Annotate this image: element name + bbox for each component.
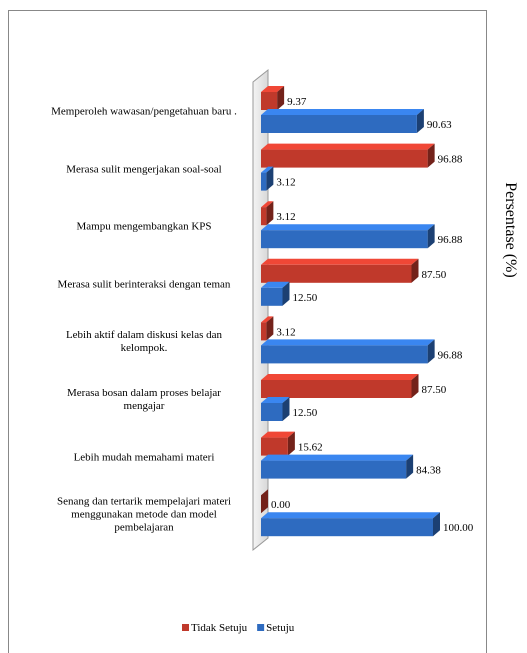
value-label: 100.00: [443, 522, 474, 534]
value-label: 3.12: [276, 326, 295, 338]
chart-border: [8, 10, 487, 653]
bar-top: [261, 374, 419, 380]
bar-top: [261, 431, 295, 438]
bar-top: [261, 143, 435, 150]
value-label: 84.38: [416, 465, 441, 477]
bar: [261, 460, 407, 479]
bar-top: [261, 316, 274, 323]
value-label: 0.00: [271, 499, 291, 511]
bar: [261, 149, 428, 168]
bar-top: [261, 201, 274, 208]
legend-label: Setuju: [266, 622, 295, 634]
bar-top: [261, 166, 274, 173]
bar: [261, 345, 428, 364]
bar-end: [282, 397, 290, 421]
bar: [261, 437, 288, 456]
value-label: 12.50: [293, 407, 318, 419]
value-label: 15.62: [298, 442, 323, 454]
bar-end: [427, 143, 435, 168]
bar-end: [266, 201, 274, 226]
bar-top: [261, 86, 285, 92]
bar: [261, 172, 267, 191]
bar-top: [261, 281, 290, 288]
bar-end: [427, 224, 435, 249]
bar-end: [416, 109, 424, 133]
bar: [261, 92, 278, 110]
value-label: 87.50: [422, 269, 447, 281]
value-label: 87.50: [422, 384, 447, 396]
bar-top: [261, 258, 419, 265]
bar-end: [282, 281, 290, 306]
value-label: 12.50: [293, 292, 318, 304]
bar: [261, 115, 417, 133]
bar-end: [411, 258, 419, 283]
bar-top: [261, 397, 290, 403]
bar-top: [261, 454, 414, 461]
bar-end: [266, 316, 274, 341]
bar-end: [287, 431, 295, 456]
legend-swatch: [182, 624, 189, 631]
bar-top: [261, 339, 435, 346]
bar-end: [411, 374, 419, 398]
legend-label: Tidak Setuju: [191, 622, 248, 634]
category-label: Mampu mengembangkan KPS: [76, 220, 212, 233]
category-label: Memperoleh wawasan/pengetahuan baru .: [51, 105, 237, 118]
value-label: 96.88: [438, 349, 463, 361]
bar-top: [261, 512, 440, 519]
value-label: 3.12: [276, 211, 295, 223]
bar: [261, 518, 433, 537]
bar-end: [277, 86, 285, 110]
value-label: 3.12: [276, 177, 295, 189]
value-label: 90.63: [427, 119, 452, 131]
bar: [261, 287, 283, 306]
value-label: 96.88: [438, 234, 463, 246]
x-axis-label: Persentase (%): [502, 182, 519, 278]
value-label: 9.37: [287, 96, 307, 108]
category-label: Senang dan tertarik mempelajari materi m…: [56, 495, 232, 534]
bar-top: [261, 109, 424, 115]
bar-end: [427, 339, 435, 364]
bar: [261, 207, 267, 226]
bar-end: [433, 512, 440, 537]
category-label: Merasa bosan dalam proses belajar mengaj…: [67, 387, 221, 412]
bar: [261, 380, 412, 398]
bar-end: [406, 454, 414, 479]
bar: [261, 403, 283, 421]
bar: [261, 230, 428, 249]
legend-swatch: [257, 624, 265, 631]
category-label: Merasa sulit mengerjakan soal-soal: [66, 163, 222, 176]
bar: [261, 322, 267, 341]
bar-end: [261, 489, 268, 514]
category-label: Lebih aktif dalam diskusi kelas dan kelo…: [65, 329, 223, 355]
bar: [261, 264, 412, 283]
category-label: Lebih mudah memahami materi: [73, 451, 215, 464]
value-label: 96.88: [438, 154, 463, 166]
bar-top: [261, 224, 435, 231]
category-label: Merasa sulit berinteraksi dengan teman: [57, 278, 231, 291]
bar-end: [266, 166, 274, 191]
